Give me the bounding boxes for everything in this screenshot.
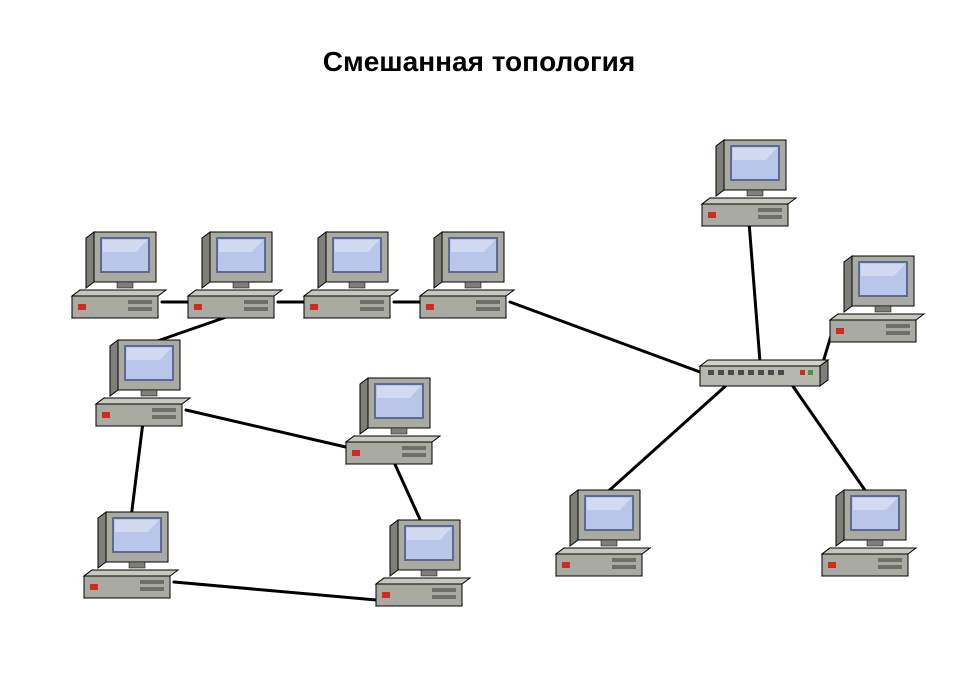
computer-node [822, 490, 916, 576]
edge [790, 382, 869, 496]
network-svg [0, 0, 958, 676]
network-diagram [0, 0, 958, 676]
computer-node [556, 490, 650, 576]
computer-node [304, 232, 398, 318]
edge [393, 460, 423, 526]
computer-node [72, 232, 166, 318]
hub-node [700, 360, 828, 386]
computer-node [420, 232, 514, 318]
computer-node [376, 520, 470, 606]
edge [749, 222, 760, 362]
computer-node [96, 340, 190, 426]
computer-node [346, 378, 440, 464]
computer-node [84, 512, 178, 598]
computer-node [188, 232, 282, 318]
computer-node [830, 256, 924, 342]
computer-node [702, 140, 796, 226]
edge [510, 302, 700, 372]
edge [131, 422, 143, 518]
edge [603, 382, 730, 496]
edge [174, 582, 400, 602]
edge [186, 410, 350, 448]
